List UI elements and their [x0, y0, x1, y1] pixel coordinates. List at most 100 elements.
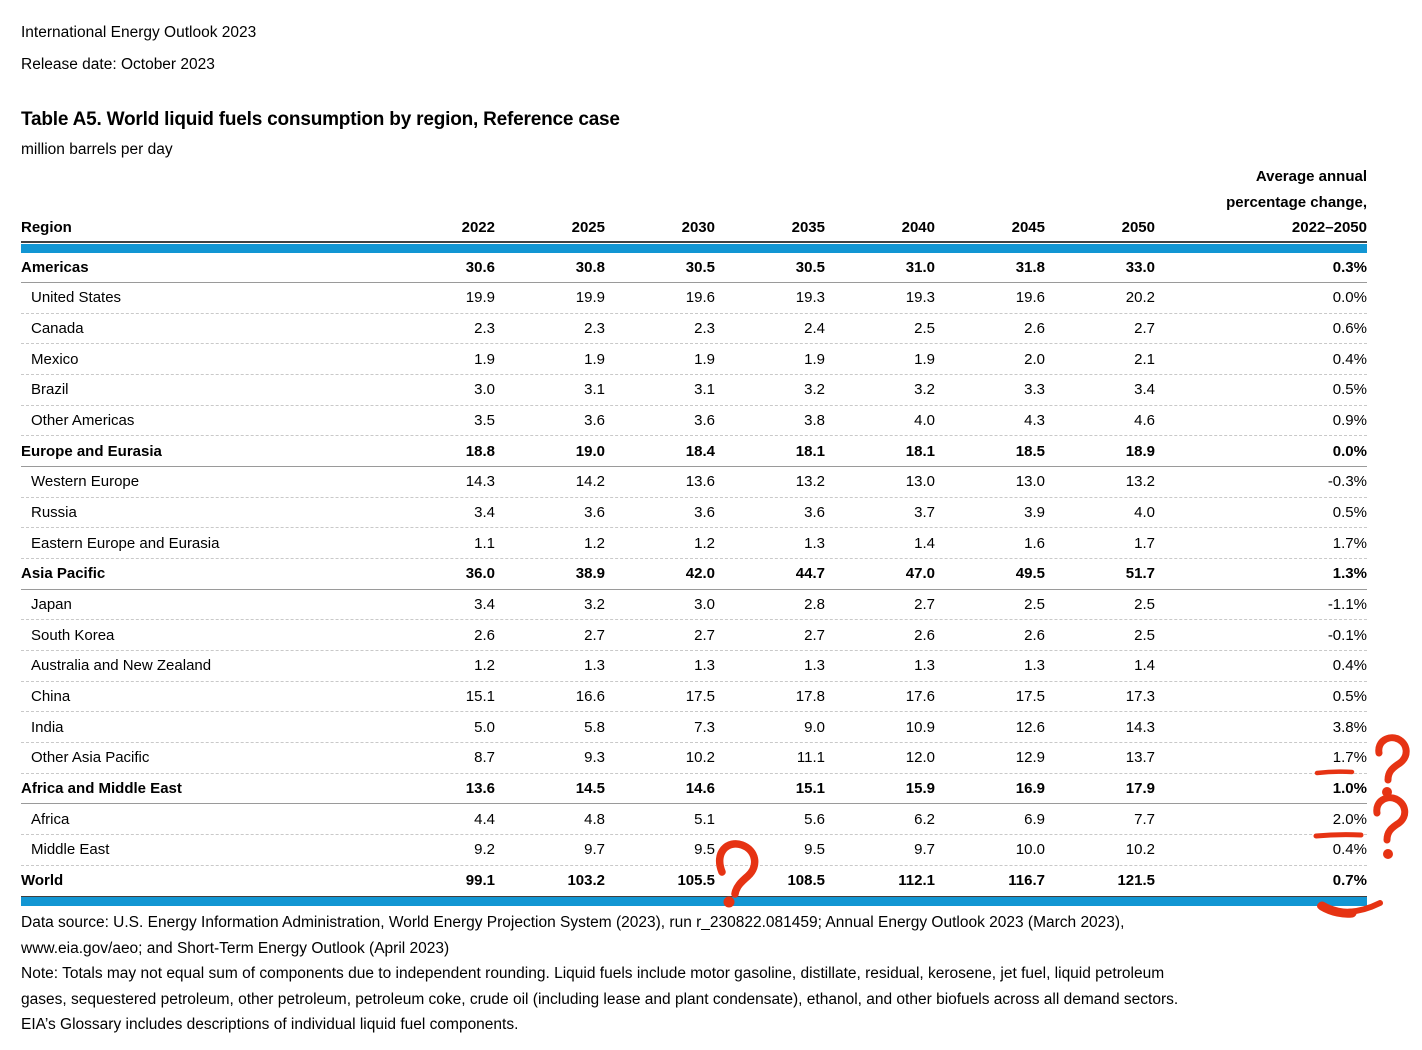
value-cell-2030: 17.5 [685, 688, 715, 706]
value-cell-2035: 17.8 [795, 688, 825, 706]
table-body: Americas 30.6 30.8 30.5 30.5 31.0 31.8 3… [21, 253, 1367, 897]
value-cell-2040: 12.0 [905, 749, 935, 767]
value-cell-2050: 121.5 [1117, 872, 1155, 890]
region-cell: Brazil [31, 381, 69, 399]
value-cell-2050: 1.4 [1134, 657, 1155, 675]
value-cell-2030: 105.5 [677, 872, 715, 890]
value-cell-2035: 15.1 [795, 779, 825, 797]
footnote-note-line-2: gases, sequestered petroleum, other petr… [21, 990, 1179, 1008]
region-cell: Americas [21, 258, 89, 276]
value-cell-2030: 2.3 [694, 320, 715, 338]
value-cell-2030: 1.3 [694, 657, 715, 675]
value-cell-2050: 2.5 [1134, 626, 1155, 644]
value-cell-2025: 103.2 [567, 872, 605, 890]
value-cell-2040: 47.0 [905, 565, 935, 583]
value-cell-2040: 17.6 [905, 688, 935, 706]
publication-line: International Energy Outlook 2023 [21, 24, 257, 41]
value-cell-2035: 2.4 [804, 320, 825, 338]
value-cell-2035: 2.7 [804, 626, 825, 644]
value-cell-2025: 30.8 [575, 258, 605, 276]
value-cell-2045: 31.8 [1015, 258, 1045, 276]
value-cell-2035: 1.3 [804, 657, 825, 675]
value-cell-2030: 30.5 [685, 258, 715, 276]
pct-cell: 1.7% [1332, 534, 1367, 552]
table-row: Asia Pacific 36.0 38.9 42.0 44.7 47.0 49… [21, 559, 1367, 590]
pct-cell: 1.7% [1332, 749, 1367, 767]
value-cell-2050: 17.9 [1125, 779, 1155, 797]
value-cell-2045: 17.5 [1015, 688, 1045, 706]
value-cell-2050: 13.2 [1125, 473, 1155, 491]
pct-cell: -0.3% [1327, 473, 1367, 491]
value-cell-2030: 10.2 [685, 749, 715, 767]
value-cell-2040: 15.9 [905, 779, 935, 797]
pct-cell: 0.4% [1332, 841, 1367, 859]
region-cell: Canada [31, 320, 84, 338]
column-header-pct-change: Average annual percentage change, 2022–2… [1155, 164, 1367, 241]
value-cell-2035: 11.1 [796, 749, 825, 767]
value-cell-2045: 2.6 [1024, 626, 1045, 644]
value-cell-2045: 6.9 [1024, 810, 1045, 828]
value-cell-2030: 5.1 [694, 810, 715, 828]
pct-cell: 0.5% [1332, 688, 1367, 706]
value-cell-2025: 2.7 [584, 626, 605, 644]
value-cell-2025: 14.2 [575, 473, 605, 491]
pct-cell: 1.0% [1332, 779, 1367, 797]
column-header-year: 2035 [791, 219, 825, 236]
table-row: Europe and Eurasia 18.8 19.0 18.4 18.1 1… [21, 436, 1367, 468]
table-row: Japan 3.4 3.2 3.0 2.8 2.7 2.5 2.5 -1.1% [21, 590, 1367, 621]
table-row: Other Asia Pacific 8.7 9.3 10.2 11.1 12.… [21, 743, 1367, 774]
value-cell-2035: 1.9 [804, 350, 825, 368]
value-cell-2050: 4.0 [1134, 504, 1155, 522]
value-cell-2035: 18.1 [795, 442, 825, 460]
value-cell-2045: 19.6 [1015, 289, 1045, 307]
value-cell-2025: 38.9 [575, 565, 605, 583]
footnote-note-line-1: Note: Totals may not equal sum of compon… [21, 965, 1165, 983]
value-cell-2025: 1.9 [584, 350, 605, 368]
table-row: Eastern Europe and Eurasia 1.1 1.2 1.2 1… [21, 528, 1367, 560]
value-cell-2025: 9.3 [584, 749, 605, 767]
value-cell-2045: 13.0 [1015, 473, 1045, 491]
pct-cell: 2.0% [1332, 810, 1367, 828]
column-header-region: Region [21, 219, 72, 236]
value-cell-2022: 3.4 [474, 596, 495, 614]
table-row: Middle East 9.2 9.7 9.5 9.5 9.7 10.0 10.… [21, 835, 1367, 866]
value-cell-2022: 3.4 [474, 504, 495, 522]
value-cell-2050: 51.7 [1125, 565, 1155, 583]
value-cell-2025: 3.1 [584, 381, 605, 399]
value-cell-2022: 18.8 [465, 442, 495, 460]
red-question-mark-other-asia-pacific [1375, 734, 1410, 797]
value-cell-2045: 3.3 [1024, 381, 1045, 399]
value-cell-2030: 13.6 [685, 473, 715, 491]
table-row: Africa and Middle East 13.6 14.5 14.6 15… [21, 774, 1367, 805]
value-cell-2045: 49.5 [1015, 565, 1045, 583]
value-cell-2050: 4.6 [1134, 412, 1155, 430]
pct-cell: 0.3% [1332, 258, 1367, 276]
value-cell-2035: 19.3 [795, 289, 825, 307]
region-cell: Other Asia Pacific [31, 749, 150, 767]
column-header-year: 2030 [681, 219, 715, 236]
value-cell-2025: 4.8 [584, 810, 605, 828]
value-cell-2030: 1.2 [694, 534, 715, 552]
bottom-rule-thin [21, 896, 1367, 898]
value-cell-2030: 3.1 [694, 381, 715, 399]
value-cell-2025: 16.6 [575, 688, 605, 706]
value-cell-2035: 108.5 [787, 872, 825, 890]
value-cell-2050: 13.7 [1125, 749, 1155, 767]
region-cell: Middle East [31, 841, 110, 859]
value-cell-2030: 3.0 [694, 596, 715, 614]
value-cell-2045: 12.6 [1015, 718, 1045, 736]
value-cell-2022: 1.9 [474, 350, 495, 368]
value-cell-2050: 2.5 [1134, 596, 1155, 614]
value-cell-2035: 2.8 [804, 596, 825, 614]
pct-cell: 0.5% [1332, 381, 1367, 399]
value-cell-2030: 19.6 [685, 289, 715, 307]
table-row: Brazil 3.0 3.1 3.1 3.2 3.2 3.3 3.4 0.5% [21, 375, 1367, 406]
region-cell: China [31, 688, 71, 706]
value-cell-2045: 2.5 [1024, 596, 1045, 614]
pct-header-line-2: percentage change, [1226, 193, 1367, 211]
value-cell-2045: 1.3 [1024, 657, 1045, 675]
value-cell-2040: 10.9 [905, 718, 935, 736]
region-cell: World [21, 872, 64, 890]
value-cell-2022: 15.1 [465, 688, 495, 706]
